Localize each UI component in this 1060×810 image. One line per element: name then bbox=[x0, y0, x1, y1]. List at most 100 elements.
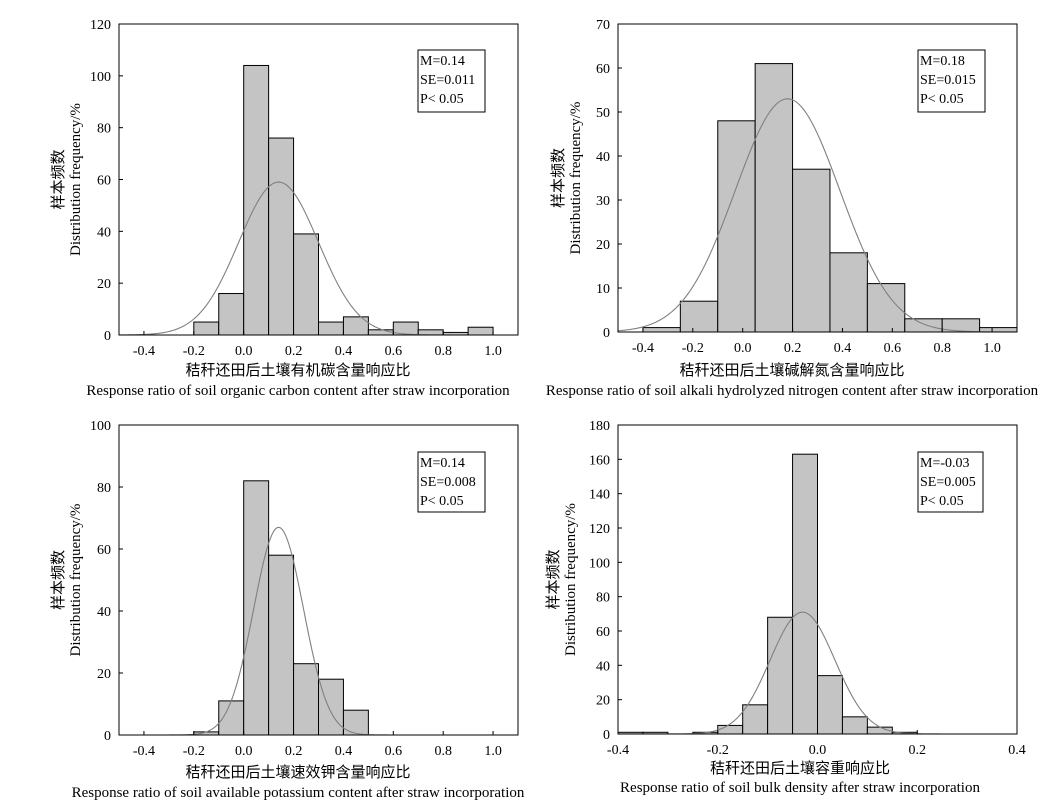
plot-frame bbox=[617, 23, 1018, 333]
histogram-bar bbox=[342, 709, 369, 736]
y-tick-label: 60 bbox=[596, 625, 610, 640]
y-axis-label-cn: 样本频数 bbox=[545, 549, 562, 609]
y-tick-label: 40 bbox=[97, 605, 111, 620]
y-axis-label-en: Distribution frequency/% bbox=[568, 102, 584, 255]
x-tick-label: 0.2 bbox=[909, 743, 927, 758]
y-tick-label: 80 bbox=[596, 591, 610, 606]
y-tick-label: 20 bbox=[97, 277, 111, 292]
x-tick-label: -0.4 bbox=[632, 341, 654, 356]
x-tick-label: -0.4 bbox=[133, 744, 155, 759]
y-tick-label: 0 bbox=[104, 329, 111, 344]
histogram-bar bbox=[841, 716, 868, 735]
y-axis-label-cn: 样本频数 bbox=[550, 148, 567, 208]
stats-line: P< 0.05 bbox=[920, 92, 964, 107]
x-tick-label: 0.8 bbox=[434, 344, 452, 359]
stats-line: SE=0.015 bbox=[920, 73, 976, 88]
plot-frame bbox=[118, 424, 519, 736]
y-tick-label: 20 bbox=[97, 667, 111, 682]
y-tick-label: 0 bbox=[603, 326, 610, 341]
y-axis-label-cn: 样本频数 bbox=[50, 149, 67, 209]
y-tick-label: 120 bbox=[589, 522, 610, 537]
x-tick-label: 0.0 bbox=[734, 341, 752, 356]
x-axis-label-cn: 秸秆还田后土壤碱解氮含量响应比 bbox=[679, 361, 904, 379]
x-tick-label: -0.4 bbox=[607, 743, 629, 758]
y-tick-label: 40 bbox=[596, 150, 610, 165]
histogram-bar bbox=[293, 663, 319, 736]
x-tick-label: 0.2 bbox=[285, 344, 303, 359]
x-tick-label: -0.2 bbox=[183, 344, 205, 359]
x-tick-label: -0.2 bbox=[682, 341, 704, 356]
histogram-bar bbox=[367, 329, 394, 336]
histogram-bar bbox=[717, 724, 744, 735]
stats-box bbox=[417, 451, 486, 513]
y-tick-label: 80 bbox=[97, 122, 111, 137]
histogram-bar bbox=[293, 233, 319, 336]
histogram-bar bbox=[318, 321, 344, 336]
y-tick-label: 70 bbox=[596, 18, 610, 33]
y-tick-label: 20 bbox=[596, 238, 610, 253]
y-tick-label: 0 bbox=[603, 728, 610, 743]
histogram-bar bbox=[193, 321, 220, 336]
x-tick-label: 0.0 bbox=[809, 743, 827, 758]
y-tick-label: 40 bbox=[97, 225, 111, 240]
x-tick-label: 0.4 bbox=[335, 744, 353, 759]
histogram-bar bbox=[642, 327, 681, 333]
y-tick-label: 80 bbox=[97, 481, 111, 496]
stats-line: M=-0.03 bbox=[920, 456, 970, 471]
histogram-bar bbox=[268, 137, 295, 336]
stats-line: P< 0.05 bbox=[420, 494, 464, 509]
y-axis-label-en: Distribution frequency/% bbox=[68, 504, 84, 657]
histogram-panel-3: -0.4 -0.2 0.0 0.2 0.4 0.6 0.8 1.0 0 20 40 60 80 100 样本… bbox=[50, 419, 525, 801]
x-tick-label: 0.2 bbox=[784, 341, 802, 356]
x-tick-label: 1.0 bbox=[484, 744, 502, 759]
histogram-panel-2: -0.4 -0.2 0.0 0.2 0.4 0.6 0.8 1.0 0 10 20 30 40 50 60 7… bbox=[546, 18, 1039, 399]
y-axis-label-en: Distribution frequency/% bbox=[68, 103, 84, 256]
y-tick-label: 60 bbox=[97, 174, 111, 189]
stats-line: M=0.14 bbox=[420, 456, 465, 471]
stats-line: P< 0.05 bbox=[420, 92, 464, 107]
stats-box bbox=[917, 451, 984, 513]
histogram-bar bbox=[318, 678, 344, 736]
x-axis-label-cn: 秸秆还田后土壤速效钾含量响应比 bbox=[185, 763, 410, 781]
y-tick-label: 180 bbox=[589, 419, 610, 434]
x-tick-label: 0.8 bbox=[933, 341, 951, 356]
stats-line: SE=0.008 bbox=[420, 475, 476, 490]
x-axis-label-en: Response ratio of soil organic carbon co… bbox=[86, 383, 510, 399]
x-tick-label: 0.4 bbox=[1008, 743, 1026, 758]
y-tick-label: 20 bbox=[596, 694, 610, 709]
y-tick-label: 60 bbox=[596, 62, 610, 77]
histogram-bar bbox=[268, 554, 295, 736]
stats-box bbox=[917, 49, 986, 113]
histogram-bar bbox=[243, 480, 270, 736]
y-tick-label: 100 bbox=[589, 556, 610, 571]
histogram-bar bbox=[679, 300, 719, 333]
y-tick-label: 50 bbox=[596, 106, 610, 121]
x-axis-label-en: Response ratio of soil available potassi… bbox=[72, 785, 525, 801]
x-axis-label-en: Response ratio of soil alkali hydrolyzed… bbox=[546, 383, 1039, 399]
fit-curve bbox=[617, 98, 1017, 333]
stats-line: M=0.18 bbox=[920, 54, 965, 69]
histogram-bar bbox=[218, 293, 245, 336]
y-tick-label: 100 bbox=[90, 419, 111, 434]
y-tick-label: 10 bbox=[596, 282, 610, 297]
histogram-bar bbox=[742, 704, 769, 735]
x-tick-label: 0.6 bbox=[385, 344, 403, 359]
histogram-bar bbox=[754, 63, 794, 333]
x-axis-label-cn: 秸秆还田后土壤容重响应比 bbox=[710, 759, 890, 777]
histogram-bar bbox=[767, 616, 794, 735]
x-tick-label: 0.6 bbox=[884, 341, 902, 356]
x-tick-label: -0.2 bbox=[183, 744, 205, 759]
x-tick-label: 0.4 bbox=[834, 341, 852, 356]
y-tick-label: 100 bbox=[90, 70, 111, 85]
y-axis-label-en: Distribution frequency/% bbox=[563, 503, 579, 656]
x-axis-label-en: Response ratio of soil bulk density afte… bbox=[620, 780, 980, 796]
stats-line: SE=0.011 bbox=[420, 73, 475, 88]
y-tick-label: 160 bbox=[589, 453, 610, 468]
x-tick-label: 0.2 bbox=[285, 744, 303, 759]
stats-line: SE=0.005 bbox=[920, 475, 976, 490]
x-tick-label: 0.0 bbox=[235, 744, 253, 759]
histogram-panel-4: -0.4 -0.2 0.0 0.2 0.4 0 20 40 60 80 100 120 140 160 18… bbox=[545, 419, 1026, 796]
histogram-bar bbox=[792, 453, 818, 735]
x-tick-label: 1.0 bbox=[983, 341, 1001, 356]
